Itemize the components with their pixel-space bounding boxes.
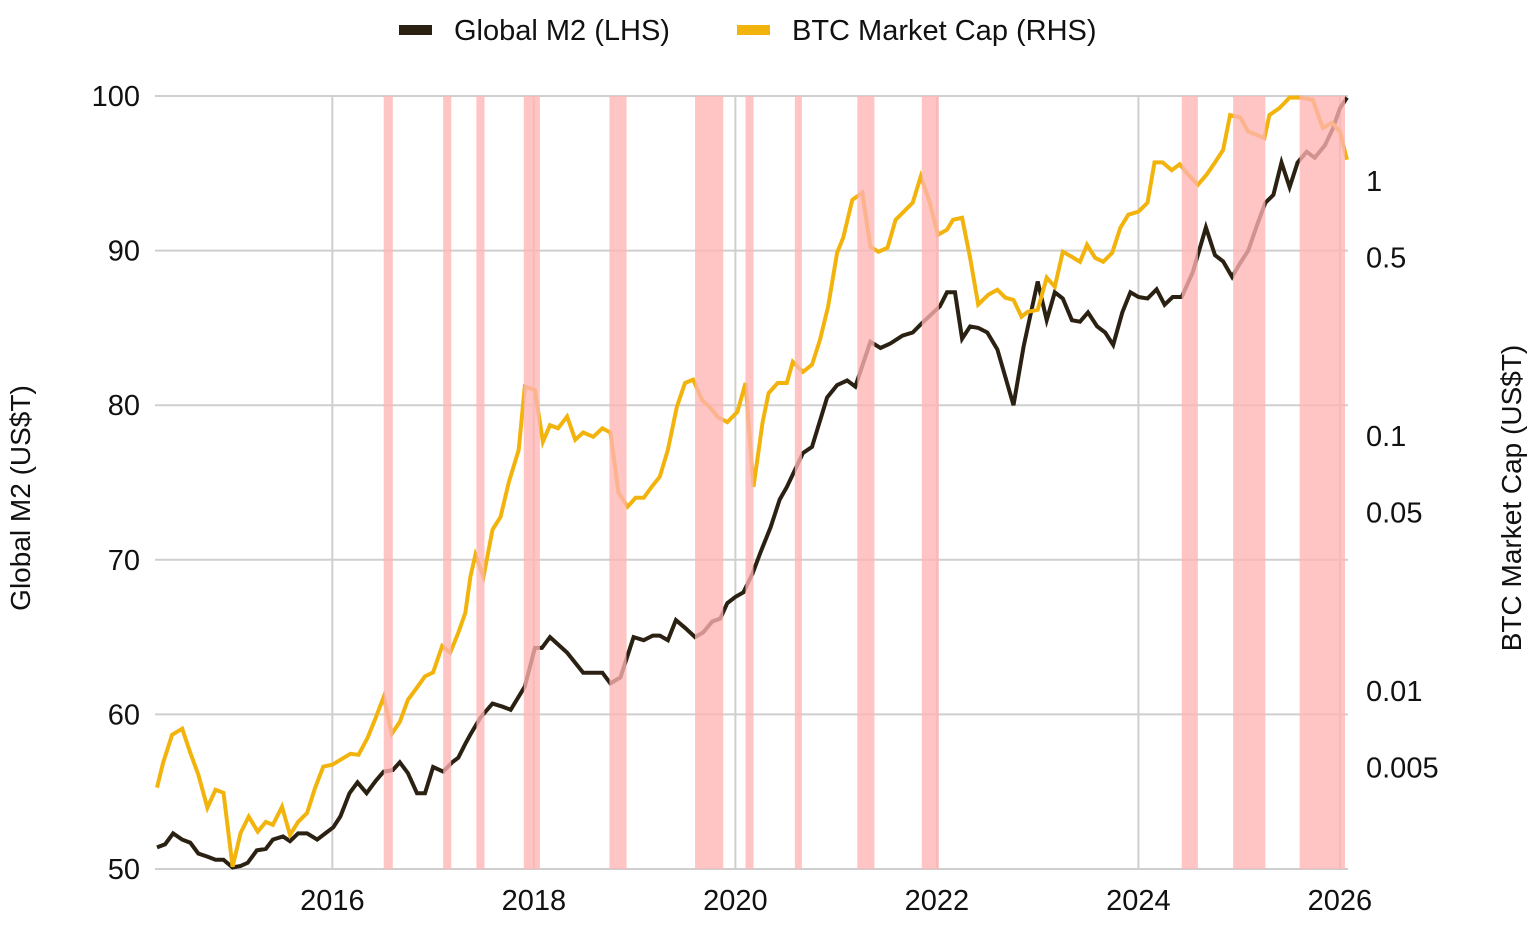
x-tick-label: 2018 [502,885,567,917]
shaded-period-band [1233,96,1266,869]
x-tick-label: 2026 [1308,885,1373,917]
shaded-periods [383,96,1345,869]
y2-tick-label: 0.05 [1366,498,1422,530]
shaded-period-band [794,96,802,869]
shaded-period-band [695,96,724,869]
y-tick-label: 70 [108,545,140,577]
shaded-period-band [523,96,540,869]
shaded-period-band [383,96,393,869]
y-tick-label: 100 [92,81,140,113]
x-tick-label: 2024 [1106,885,1171,917]
y-tick-label: 80 [108,390,140,422]
legend-label-global-m2: Global M2 (LHS) [454,15,670,47]
global-m2-line [156,96,1349,870]
shaded-period-band [857,96,875,869]
y-axis-title-left: Global M2 (US$T) [5,385,36,611]
y-tick-label: 60 [108,699,140,731]
shaded-period-band [921,96,939,869]
legend-swatch-global-m2 [399,25,432,35]
x-tick-label: 2020 [703,885,768,917]
shaded-period-band [609,96,627,869]
shaded-period-band [1299,96,1345,869]
x-tick-label: 2016 [300,885,365,917]
y2-tick-label: 0.1 [1366,421,1406,453]
shaded-period-band [1181,96,1198,869]
y-tick-label: 50 [108,854,140,886]
y2-tick-label: 0.005 [1366,753,1439,785]
legend-label-btc-market-cap: BTC Market Cap (RHS) [792,15,1097,47]
y2-tick-label: 0.5 [1366,243,1406,275]
y2-tick-label: 0.01 [1366,676,1422,708]
x-tick-label: 2022 [905,885,970,917]
legend: Global M2 (LHS) BTC Market Cap (RHS) [399,15,1097,47]
y2-tick-label: 1 [1366,166,1382,198]
legend-swatch-btc-market-cap [737,25,770,35]
shaded-period-band [476,96,485,869]
y-tick-label: 90 [108,236,140,268]
shaded-period-band [443,96,452,869]
y-axis-title-right: BTC Market Cap (US$T) [1496,345,1527,652]
tick-labels: 50 60 70 80 90 100 2016 2018 2020 2022 2024 2026 1 0.… [92,81,1439,917]
shaded-period-band [745,96,754,869]
